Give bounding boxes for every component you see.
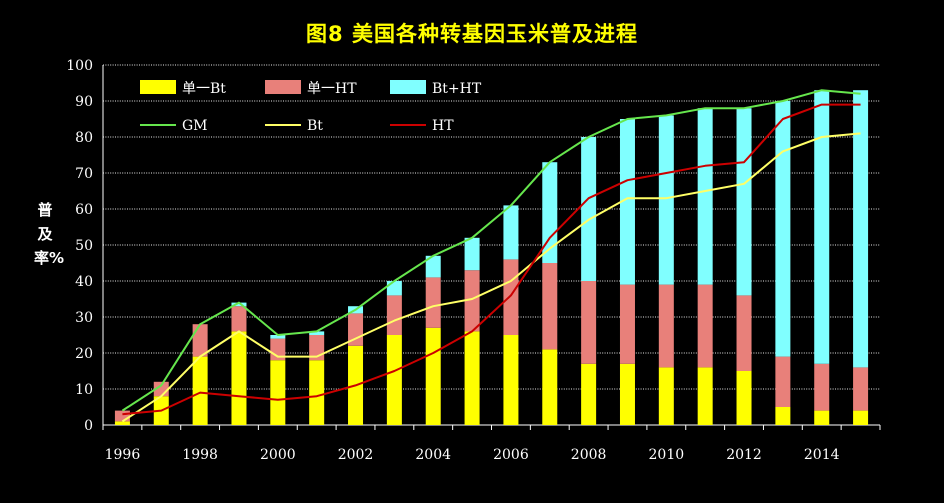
bar-segment xyxy=(386,335,402,425)
series-line xyxy=(121,132,861,423)
x-tick-label: 2006 xyxy=(493,447,529,463)
bar-segment xyxy=(814,410,830,425)
bar-segment xyxy=(114,410,130,422)
bar-segment xyxy=(658,284,674,368)
x-tick-label: 2008 xyxy=(571,447,607,463)
series-line xyxy=(122,103,861,416)
y-tick-label: 90 xyxy=(75,94,93,110)
y-tick-label: 100 xyxy=(66,58,93,74)
bar-segment xyxy=(736,371,752,425)
x-tick-label: 2002 xyxy=(338,447,374,463)
bar-segment xyxy=(581,137,597,281)
bar-segment xyxy=(581,363,597,425)
legend-label: 单一Bt xyxy=(182,81,226,97)
legend-label: Bt+HT xyxy=(432,81,482,97)
bar-segment xyxy=(503,205,519,260)
bar-segment xyxy=(619,119,635,285)
series-line xyxy=(121,89,861,412)
bar-segment xyxy=(386,295,402,335)
x-tick-label: 2004 xyxy=(415,447,451,463)
y-tick-label: 70 xyxy=(75,166,93,182)
bar-segment xyxy=(775,101,791,357)
bar-segment xyxy=(697,108,713,285)
bar-segment xyxy=(425,327,441,425)
bar-segment xyxy=(231,331,247,425)
bar-segment xyxy=(425,255,441,278)
bar-segment xyxy=(658,115,674,285)
x-tick-label: 2010 xyxy=(649,447,685,463)
bar-segment xyxy=(464,331,480,425)
bar-segment xyxy=(542,162,558,263)
chart-title: 图8 美国各种转基因玉米普及进程 xyxy=(306,22,638,46)
bar-segment xyxy=(853,410,869,425)
bar-segment xyxy=(775,407,791,425)
y-tick-label: 80 xyxy=(75,130,93,146)
bar-segment xyxy=(309,360,325,425)
bar-segment xyxy=(658,367,674,425)
x-tick-label: 2012 xyxy=(726,447,762,463)
bar-segment xyxy=(814,90,830,364)
legend-label: Bt xyxy=(307,118,323,134)
bar-segment xyxy=(270,360,286,425)
bar-segment xyxy=(114,421,130,425)
bar-segment xyxy=(697,367,713,425)
x-tick-label: 1998 xyxy=(182,447,218,463)
bar-segment xyxy=(192,356,208,425)
bar-segment xyxy=(503,335,519,425)
bar-segment xyxy=(736,295,752,371)
bar-segment xyxy=(386,281,402,296)
y-tick-label: 20 xyxy=(75,346,93,362)
legend-label: GM xyxy=(182,118,208,134)
bar-segment xyxy=(581,281,597,364)
bar-segment xyxy=(270,335,286,339)
bar-segment xyxy=(231,302,247,307)
bar-segment xyxy=(775,356,791,407)
legend-label: 单一HT xyxy=(307,81,357,97)
bar-segment xyxy=(736,108,752,296)
legend-swatch xyxy=(140,80,176,94)
bar-segment xyxy=(853,367,869,411)
x-tick-label: 2014 xyxy=(804,447,840,463)
bar-segment xyxy=(542,349,558,425)
y-tick-label: 0 xyxy=(84,418,93,434)
bar-segment xyxy=(503,259,519,335)
y-tick-label: 10 xyxy=(75,382,93,398)
legend-swatch xyxy=(390,80,426,94)
x-tick-label: 2000 xyxy=(260,447,296,463)
legend-label: HT xyxy=(432,118,454,134)
bar-segment xyxy=(619,363,635,425)
y-tick-label: 40 xyxy=(75,274,93,290)
bar-segment xyxy=(697,284,713,368)
x-tick-label: 1996 xyxy=(105,447,141,463)
y-tick-label: 30 xyxy=(75,310,93,326)
bar-segment xyxy=(192,324,208,357)
bar-segment xyxy=(464,237,480,271)
bar-segment xyxy=(542,263,558,350)
bar-segment xyxy=(309,331,325,335)
bar-segment xyxy=(853,90,869,368)
y-tick-label: 50 xyxy=(75,238,93,254)
bar-segment xyxy=(425,277,441,328)
bar-segment xyxy=(464,270,480,332)
y-tick-label: 60 xyxy=(75,202,93,218)
legend-swatch xyxy=(265,80,301,94)
bar-segment xyxy=(619,284,635,364)
bar-segment xyxy=(231,306,247,332)
bar-segment xyxy=(814,363,830,411)
